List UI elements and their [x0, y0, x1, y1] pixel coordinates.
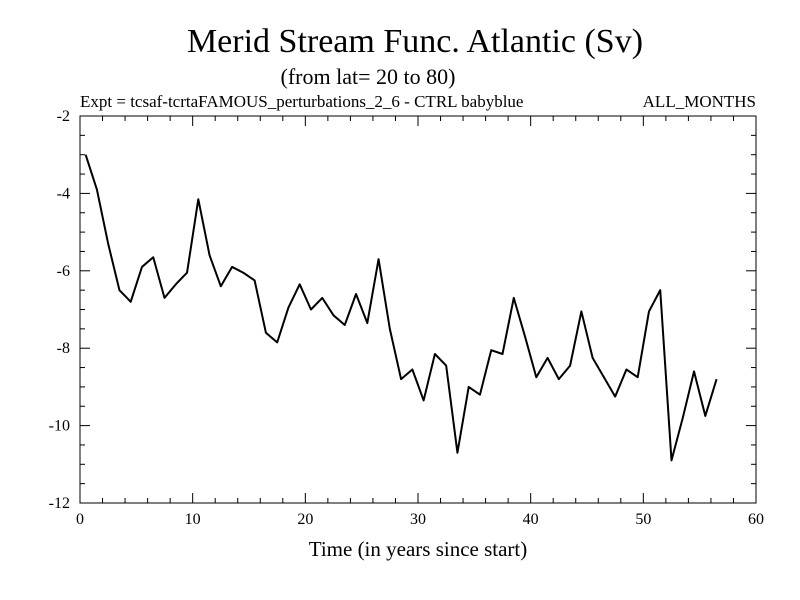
- plot-frame: [79, 115, 757, 504]
- axis-ticks: [79, 115, 757, 504]
- series-layer: [84, 154, 718, 462]
- y-tick-label: -6: [57, 263, 70, 280]
- chart-subtitle: (from lat= 20 to 80): [281, 64, 456, 89]
- x-tick-label: 40: [523, 511, 539, 528]
- x-tick-label: 30: [410, 511, 426, 528]
- x-tick-label: 20: [297, 511, 313, 528]
- axis-tick-labels: 0 10 20 30 40 50 60 -2 -4 -6 -8 -10 -12: [49, 108, 764, 528]
- x-tick-label: 50: [635, 511, 651, 528]
- x-axis-label: Time (in years since start): [309, 537, 528, 561]
- y-tick-label: -2: [57, 108, 70, 125]
- x-tick-label: 60: [748, 511, 764, 528]
- series-line: [84, 154, 718, 462]
- period-label: ALL_MONTHS: [643, 92, 756, 111]
- chart-title: Merid Stream Func. Atlantic (Sv): [187, 23, 643, 60]
- y-tick-label: -10: [49, 418, 70, 435]
- experiment-label: Expt = tcsaf-tcrtaFAMOUS_perturbations_2…: [80, 92, 523, 111]
- y-tick-label: -8: [57, 340, 70, 357]
- y-tick-label: -12: [49, 495, 70, 512]
- x-tick-label: 10: [185, 511, 201, 528]
- y-tick-label: -4: [57, 185, 70, 202]
- x-tick-label: 0: [76, 511, 84, 528]
